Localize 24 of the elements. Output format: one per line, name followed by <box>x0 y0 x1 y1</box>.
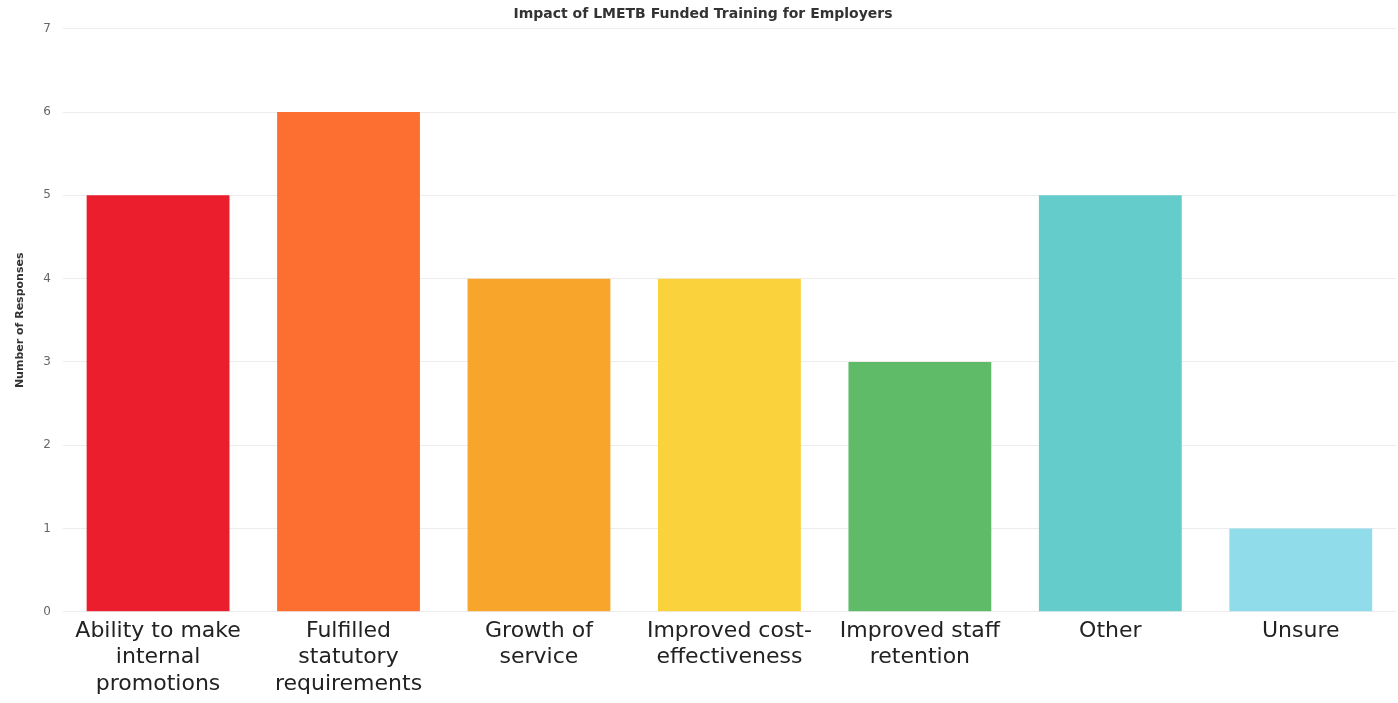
bar <box>1038 195 1182 612</box>
y-tick-label: 6 <box>43 104 51 119</box>
y-tick-label: 4 <box>43 270 51 285</box>
x-tick-label: Unsure <box>1261 616 1340 642</box>
y-tick-label: 1 <box>43 520 51 535</box>
y-tick-label: 3 <box>43 354 51 369</box>
x-tick-label: Other <box>1079 616 1143 642</box>
x-tick-label: Fulfilled statutory requirements <box>274 616 423 695</box>
y-axis-title: Number of Responses <box>13 252 27 389</box>
y-tick-label: 0 <box>43 603 51 618</box>
x-tick-label: Improved staff retention <box>839 616 1001 669</box>
y-tick-label: 2 <box>43 437 51 452</box>
bar <box>1229 528 1373 612</box>
y-tick-label: 5 <box>43 187 51 202</box>
bar <box>277 112 420 612</box>
x-tick-label: Ability to make internal promotions <box>75 616 241 695</box>
bar <box>658 278 801 612</box>
x-tick-label: Improved cost-effectiveness <box>646 616 812 669</box>
chart-title: Impact of LMETB Funded Training for Employers <box>513 5 893 22</box>
bar <box>467 278 611 612</box>
x-tick-label: Growth of service <box>485 616 595 669</box>
bar <box>86 195 230 612</box>
bar <box>848 361 992 612</box>
y-tick-label: 7 <box>43 20 51 35</box>
